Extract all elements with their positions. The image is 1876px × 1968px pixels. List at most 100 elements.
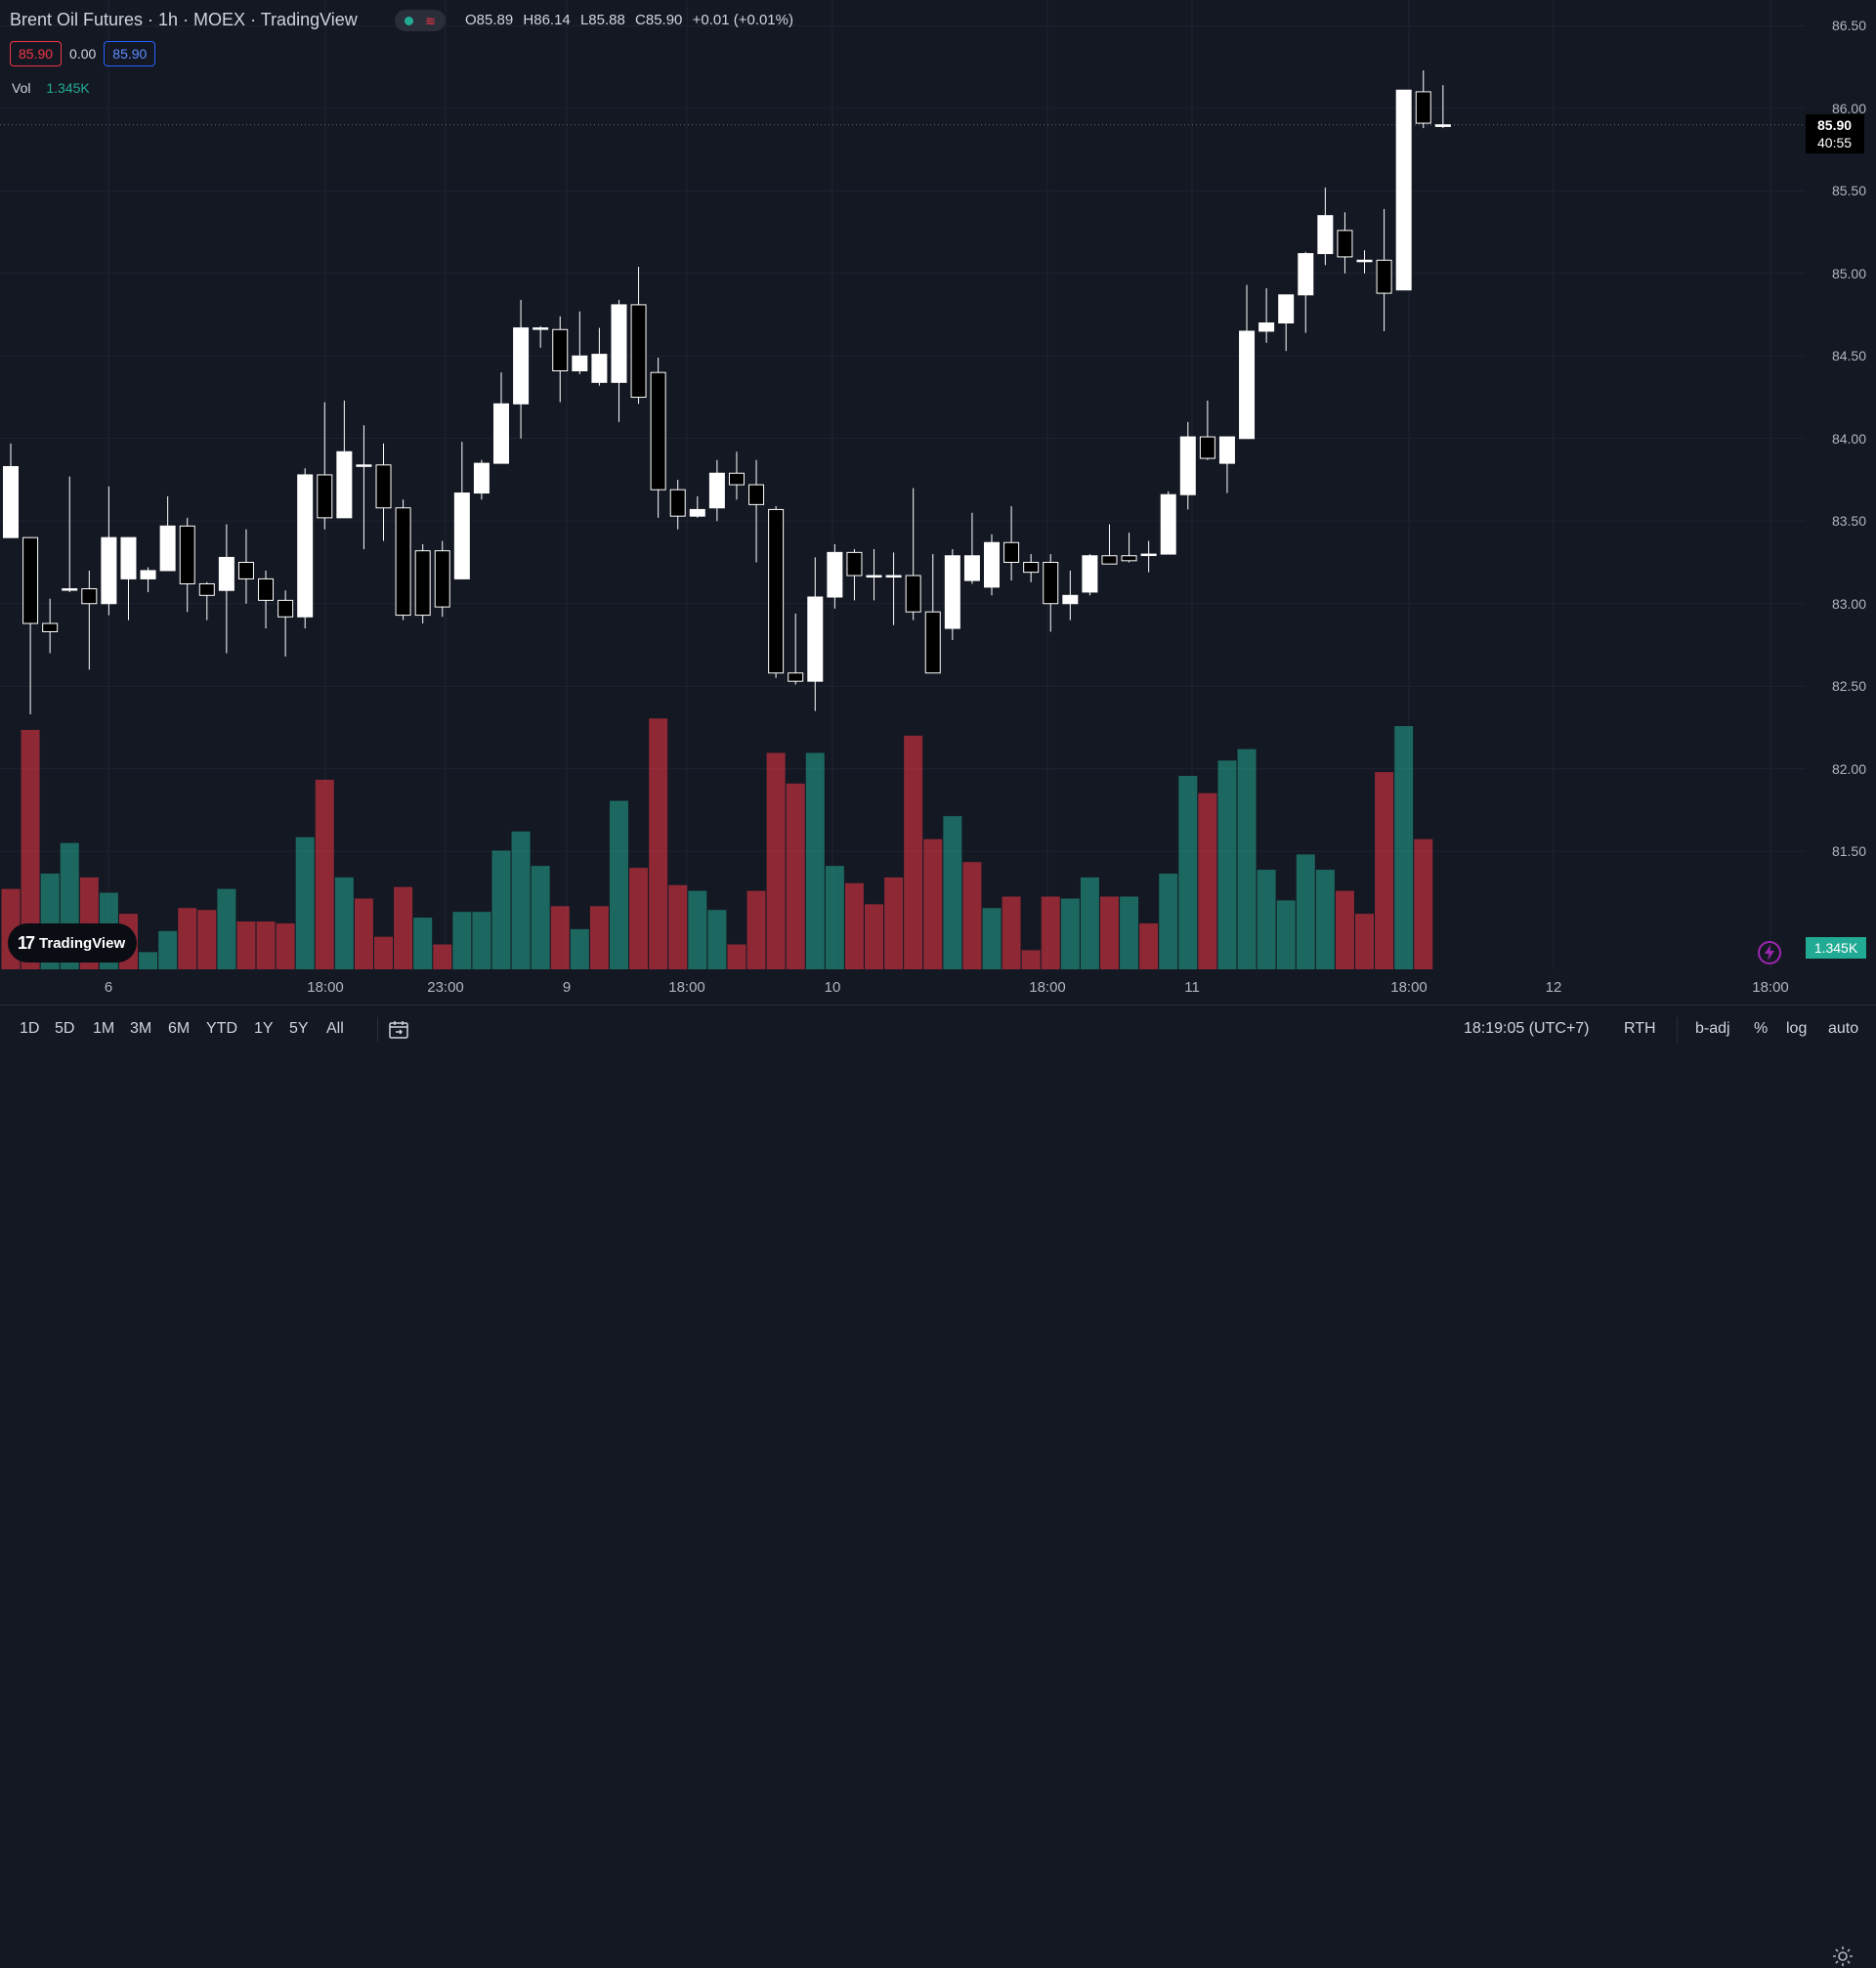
auto-scale-toggle[interactable]: auto [1828,1020,1859,1037]
volume-value: 1.345K [46,80,90,96]
close-label: C [635,12,646,28]
candle-body [1003,541,1020,564]
volume-bar [805,752,825,969]
percent-scale-toggle[interactable]: % [1754,1020,1769,1037]
high-label: H [523,12,534,28]
volume-bar [413,918,433,969]
volume-bar [1159,874,1178,969]
candle-body [120,536,137,579]
candle-body [140,570,156,579]
price-chart[interactable] [0,0,1806,969]
volume-bar [923,838,943,969]
volume-legend[interactable]: Vol 1.345K [12,80,90,96]
low-label: L [579,12,589,28]
candle-body [1101,555,1118,565]
candle-body [1218,436,1235,464]
candle-body [1376,259,1392,294]
candle-body [1160,493,1176,555]
candle-body [630,304,647,399]
time-tick: 23:00 [427,979,464,996]
buy-button[interactable]: 85.90 [104,41,156,66]
candle-body [473,462,490,494]
back-adjust-toggle[interactable]: b-adj [1695,1020,1730,1037]
volume-bar [668,884,688,969]
candle-body [1395,89,1412,291]
time-tick: 6 [104,979,113,996]
range-button-all[interactable]: All [326,1020,344,1037]
range-button-1d[interactable]: 1D [20,1020,40,1037]
candle-body [924,611,941,674]
volume-bar [1198,792,1217,969]
volume-bar [962,862,982,969]
candle-body [1082,555,1098,593]
spread-value: 0.00 [69,46,97,62]
volume-bar [1021,950,1041,969]
price-tick: 82.50 [1831,678,1866,695]
range-button-1y[interactable]: 1Y [254,1020,274,1037]
candle-body [453,492,470,579]
volume-bar [276,922,295,969]
bar-countdown: 40:55 [1817,134,1853,150]
candle-body [414,550,431,617]
candle-body [237,562,254,579]
toolbar-divider [377,1017,378,1043]
chart-title[interactable]: Brent Oil Futures · 1h · MOEX · TradingV… [10,10,358,29]
range-button-ytd[interactable]: YTD [206,1020,237,1037]
quote-buttons: 85.90 0.00 85.90 [10,41,156,66]
volume-bar [394,886,413,969]
time-tick: 9 [562,979,572,996]
open-value: 85.89 [476,12,514,28]
range-button-3m[interactable]: 3M [130,1020,152,1037]
candle-body [827,551,843,598]
candle-body [788,672,804,682]
price-tick: 86.50 [1831,18,1866,34]
volume-bar [1099,896,1119,969]
candle-body [297,474,314,618]
candle-body [905,575,921,613]
sell-button[interactable]: 85.90 [10,41,63,66]
candle-body [807,596,824,682]
go-to-date-icon[interactable] [387,1018,410,1042]
candle-body [669,489,686,517]
tradingview-logo[interactable]: 17 TradingView [8,923,137,963]
low-value: 85.88 [588,12,625,28]
time-tick: 18:00 [1390,979,1428,996]
volume-bar [1257,870,1276,969]
candle-body [336,450,353,519]
candle-body [944,555,960,629]
price-tick: 85.00 [1831,265,1866,281]
time-axis[interactable]: 6 18:00 23:00 9 18:00 10 18:00 11 18:00 12 18:00 [0,969,1853,1966]
chart-settings-icon[interactable] [1831,1945,1855,1968]
candle-body [1317,215,1334,255]
lightning-icon[interactable] [1757,940,1782,965]
volume-bar [1276,900,1296,969]
range-button-1m[interactable]: 1M [93,1020,115,1037]
volume-label: Vol [12,80,31,96]
timezone-clock[interactable]: 18:19:05 (UTC+7) [1464,1020,1590,1037]
last-price-value: 85.90 [1817,116,1853,133]
candle-body [198,582,215,596]
range-button-6m[interactable]: 6M [168,1020,191,1037]
time-tick: 18:00 [668,979,705,996]
time-tick: 18:00 [1752,979,1789,996]
log-scale-toggle[interactable]: log [1786,1020,1808,1037]
range-button-5y[interactable]: 5Y [289,1020,309,1037]
candle-body [552,328,569,371]
volume-bar [1375,772,1394,969]
candle-body [1298,253,1314,296]
session-toggle[interactable]: RTH [1624,1020,1656,1037]
candle-body [1239,330,1256,440]
market-status-pill[interactable]: ≋ [395,10,446,31]
range-button-5d[interactable]: 5D [55,1020,75,1037]
volume-axis-tag: 1.345K [1806,937,1866,959]
chart-area[interactable]: Brent Oil Futures · 1h · MOEX · TradingV… [0,0,1806,969]
candle-body [1062,594,1079,605]
candle-body [611,304,627,383]
candle-body [159,525,176,572]
price-axis[interactable]: 85.90 40:55 1.345K 86.50 86.00 85.50 85.00 8… [1806,0,1876,969]
volume-bar [1296,854,1315,969]
ohlc-legend: O85.89 H86.14 L85.88 C85.90 +0.01 (+0.01… [465,12,799,28]
volume-bar [1394,726,1414,969]
close-value: 85.90 [645,12,683,28]
candle-body [22,536,39,624]
